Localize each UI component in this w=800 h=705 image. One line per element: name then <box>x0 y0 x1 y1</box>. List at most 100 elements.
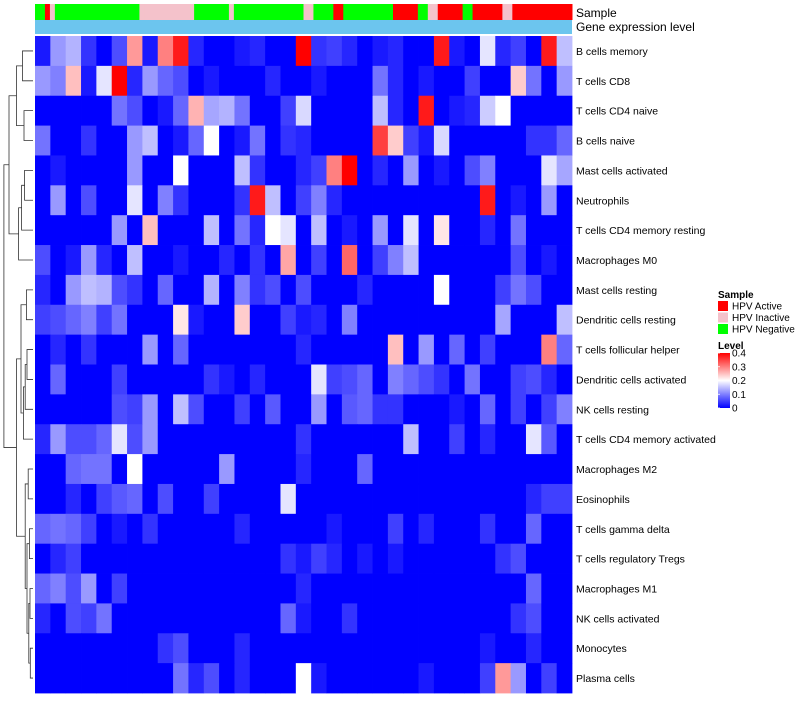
heatmap-cell <box>96 274 113 306</box>
heatmap-cell <box>433 513 450 545</box>
legend-entry-label: HPV Inactive <box>732 313 790 324</box>
heatmap-cell <box>479 663 496 694</box>
heatmap-cell <box>295 215 312 246</box>
heatmap-cell <box>111 304 128 336</box>
heatmap-cell <box>479 95 496 126</box>
heatmap-cell <box>357 274 373 306</box>
heatmap-cell <box>418 663 435 694</box>
sample-annotation-cell <box>199 4 205 20</box>
heatmap-cell <box>372 513 389 545</box>
heatmap-cell <box>173 454 189 485</box>
heatmap-cell <box>203 185 220 216</box>
heatmap-cell <box>65 185 82 216</box>
heatmap-cell <box>65 125 82 156</box>
heatmap-cell <box>111 454 128 485</box>
heatmap-cell <box>188 454 205 485</box>
heatmap-cell <box>50 334 67 365</box>
heatmap-cell <box>541 573 558 604</box>
heatmap-cell <box>203 633 220 664</box>
heatmap-cell <box>326 394 343 425</box>
heatmap-cell <box>433 603 450 634</box>
heatmap-cell <box>111 65 128 97</box>
heatmap-cell <box>418 125 435 156</box>
heatmap-cell <box>311 334 327 365</box>
heatmap-cell <box>326 454 343 485</box>
heatmap-cell <box>525 215 542 246</box>
heatmap-cell <box>157 543 174 574</box>
heatmap-cell <box>464 185 481 216</box>
heatmap-cell <box>127 513 143 545</box>
heatmap-cell <box>326 633 343 664</box>
sample-annotation-cell <box>298 4 304 20</box>
heatmap-cell <box>387 125 404 156</box>
heatmap-cell <box>510 185 527 216</box>
heatmap-cell <box>81 95 97 126</box>
heatmap-cell <box>403 364 419 395</box>
heatmap-cell <box>81 454 97 485</box>
heatmap-cell <box>311 513 327 545</box>
heatmap-cell <box>219 215 235 246</box>
heatmap-cell <box>65 245 82 276</box>
heatmap-cell <box>127 155 143 186</box>
heatmap-cell <box>50 394 67 425</box>
heatmap-cell <box>35 304 51 336</box>
heatmap-cell <box>280 334 297 365</box>
heatmap-cell <box>433 424 450 455</box>
heatmap-cell <box>341 424 358 455</box>
heatmap-cell <box>188 543 205 574</box>
heatmap-cell <box>295 633 312 664</box>
heatmap-cell <box>219 36 235 67</box>
heatmap-cell <box>341 304 358 336</box>
row-label: T cells regulatory Tregs <box>576 554 685 566</box>
sample-annotation-cell <box>378 4 384 20</box>
heatmap-cell <box>219 364 235 395</box>
heatmap-cell <box>418 543 435 574</box>
heatmap-cell <box>35 543 51 574</box>
heatmap-cell <box>173 95 189 126</box>
heatmap-cell <box>280 245 297 276</box>
heatmap-cell <box>433 573 450 604</box>
heatmap-cell <box>295 483 312 515</box>
heatmap-cell <box>556 543 573 574</box>
heatmap-cell <box>403 483 419 515</box>
heatmap-cell <box>234 274 251 306</box>
heatmap-cell <box>295 36 312 67</box>
sample-annotation-cell <box>233 4 240 20</box>
sample-annotation-cell <box>462 4 469 20</box>
sample-annotation-cell <box>557 4 563 20</box>
heatmap-cell <box>280 304 297 336</box>
sample-annotation-cell <box>35 4 41 20</box>
heatmap-cell <box>127 454 143 485</box>
sample-annotation-label: Sample <box>576 6 617 20</box>
heatmap-cell <box>65 424 82 455</box>
heatmap-cell <box>249 65 266 97</box>
sample-annotation-cell <box>452 4 459 20</box>
heatmap-cell <box>142 364 159 395</box>
heatmap-cell <box>188 65 205 97</box>
heatmap-cell <box>433 543 450 574</box>
heatmap-cell <box>81 155 97 186</box>
heatmap-cell <box>295 573 312 604</box>
heatmap-cell <box>188 155 205 186</box>
heatmap-cell <box>265 663 281 694</box>
heatmap-cell <box>142 483 159 515</box>
heatmap-cell <box>50 125 67 156</box>
heatmap-cell <box>341 543 358 574</box>
legend-tick-label: 0.3 <box>732 362 746 373</box>
heatmap-cell <box>556 155 573 186</box>
heatmap-cell <box>96 155 113 186</box>
heatmap-cell <box>96 95 113 126</box>
heatmap-cell <box>35 65 51 97</box>
heatmap-cell <box>495 245 512 276</box>
heatmap-cell <box>403 334 419 365</box>
heatmap-cell <box>50 36 67 67</box>
heatmap-cell <box>280 65 297 97</box>
heatmap-cell <box>311 543 327 574</box>
heatmap-cell <box>234 36 251 67</box>
heatmap-cell <box>449 573 465 604</box>
heatmap-cell <box>510 483 527 515</box>
heatmap-cell <box>403 95 419 126</box>
heatmap-cell <box>35 185 51 216</box>
heatmap-cell <box>311 603 327 634</box>
